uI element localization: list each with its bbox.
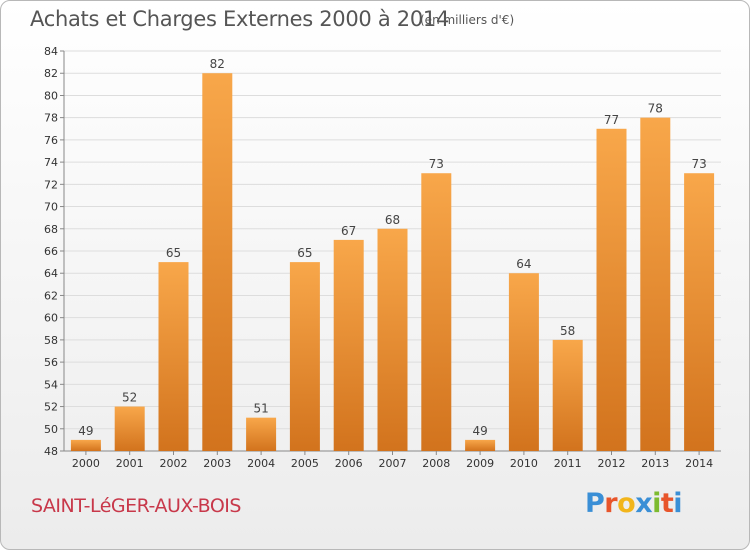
- x-tick-label: 2012: [598, 457, 626, 470]
- y-tick-label: 52: [44, 401, 58, 414]
- bar: [202, 73, 233, 451]
- y-tick-label: 54: [44, 378, 58, 391]
- bar-value-label: 49: [78, 424, 93, 438]
- x-tick-label: 2000: [72, 457, 100, 470]
- x-tick-label: 2013: [641, 457, 669, 470]
- x-tick-label: 2010: [510, 457, 538, 470]
- x-tick-label: 2008: [422, 457, 450, 470]
- bar: [377, 228, 408, 451]
- bar: [508, 273, 539, 451]
- bar-value-label: 52: [122, 391, 137, 405]
- x-tick-label: 2011: [554, 457, 582, 470]
- y-tick-label: 76: [44, 134, 58, 147]
- bar-value-label: 78: [648, 102, 663, 116]
- bar: [289, 262, 320, 451]
- x-tick-label: 2005: [291, 457, 319, 470]
- bar-value-label: 65: [166, 246, 181, 260]
- bar: [640, 117, 671, 452]
- y-tick-label: 84: [44, 45, 58, 58]
- y-tick-label: 72: [44, 178, 58, 191]
- x-tick-label: 2006: [335, 457, 363, 470]
- bar: [421, 173, 452, 451]
- x-tick-label: 2009: [466, 457, 494, 470]
- bar-value-label: 67: [341, 224, 356, 238]
- logo-letter: t: [660, 488, 674, 519]
- bar-value-label: 49: [472, 424, 487, 438]
- logo-letter: o: [617, 488, 636, 519]
- bar: [684, 173, 715, 451]
- bar-value-label: 64: [516, 257, 531, 271]
- y-tick-label: 68: [44, 223, 58, 236]
- y-tick-label: 56: [44, 356, 58, 369]
- bar-value-label: 68: [385, 213, 400, 227]
- bar: [333, 239, 364, 451]
- bar-value-label: 65: [297, 246, 312, 260]
- bar-value-label: 51: [253, 402, 268, 416]
- y-tick-label: 66: [44, 245, 58, 258]
- bar: [246, 417, 277, 451]
- x-tick-label: 2002: [160, 457, 188, 470]
- chart-subtitle: (en milliers d'€): [420, 13, 515, 27]
- bar-value-label: 77: [604, 113, 619, 127]
- y-tick-label: 62: [44, 289, 58, 302]
- logo-letter: i: [652, 488, 661, 519]
- bar: [596, 128, 627, 451]
- bar: [158, 262, 189, 451]
- x-tick-label: 2004: [247, 457, 275, 470]
- x-tick-label: 2001: [116, 457, 144, 470]
- chart-title: Achats et Charges Externes 2000 à 2014: [30, 7, 450, 31]
- y-tick-label: 50: [44, 423, 58, 436]
- y-tick-label: 48: [44, 445, 58, 458]
- y-tick-label: 64: [44, 267, 58, 280]
- bar-value-label: 73: [429, 157, 444, 171]
- bar: [114, 406, 145, 451]
- x-tick-label: 2014: [685, 457, 713, 470]
- commune-name: SAINT-LéGER-AUX-BOIS: [31, 495, 241, 517]
- proxiti-logo: Proxiti: [585, 488, 683, 519]
- y-tick-label: 82: [44, 67, 58, 80]
- logo-letter: i: [673, 488, 683, 519]
- y-tick-label: 70: [44, 201, 58, 214]
- bar-value-label: 58: [560, 324, 575, 338]
- y-tick-label: 60: [44, 312, 58, 325]
- logo-letter: P: [585, 488, 605, 519]
- logo-letter: r: [604, 488, 618, 519]
- y-tick-label: 74: [44, 156, 58, 169]
- bar-value-label: 82: [210, 57, 225, 71]
- x-tick-label: 2007: [379, 457, 407, 470]
- logo-letter: x: [635, 488, 653, 519]
- bar: [70, 439, 101, 451]
- x-tick-label: 2003: [203, 457, 231, 470]
- y-tick-label: 80: [44, 89, 58, 102]
- y-tick-label: 78: [44, 112, 58, 125]
- bar-value-label: 73: [691, 157, 706, 171]
- bar: [552, 339, 583, 451]
- y-tick-label: 58: [44, 334, 58, 347]
- bar: [465, 439, 496, 451]
